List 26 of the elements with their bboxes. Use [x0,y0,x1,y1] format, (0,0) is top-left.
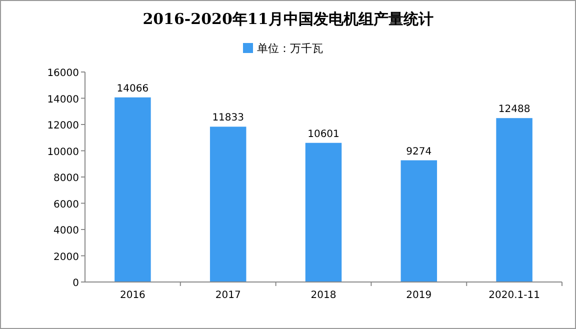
bar [305,142,342,282]
chart-title: 2016-2020年11月中国发电机组产量统计 [142,10,434,28]
y-tick-label: 6000 [54,199,79,210]
y-tick-label: 0 [72,278,79,289]
y-tick-label: 10000 [47,146,79,158]
data-label: 10601 [308,128,340,140]
y-tick-label: 8000 [54,173,79,184]
x-tick-label: 2020.1-11 [488,290,540,301]
y-tick-label: 4000 [54,226,79,236]
x-tick-label: 2019 [406,290,432,301]
y-tick-label: 12000 [47,120,79,132]
x-tick-label: 2017 [215,290,241,301]
y-tick-label: 16000 [47,68,79,79]
bar [400,160,438,282]
y-tick-label: 14000 [47,94,79,106]
bar [114,97,151,282]
x-tick-label: 2016 [120,290,146,301]
y-tick-label: 2000 [54,252,79,263]
data-label: 14066 [116,83,149,94]
bar [210,126,246,282]
x-tick-label: 2018 [310,290,336,301]
data-label: 9274 [406,146,432,158]
bar [496,118,532,282]
legend-label: 单位：万千瓦 [257,42,323,55]
data-label: 11833 [212,112,244,124]
data-label: 12488 [498,104,530,116]
